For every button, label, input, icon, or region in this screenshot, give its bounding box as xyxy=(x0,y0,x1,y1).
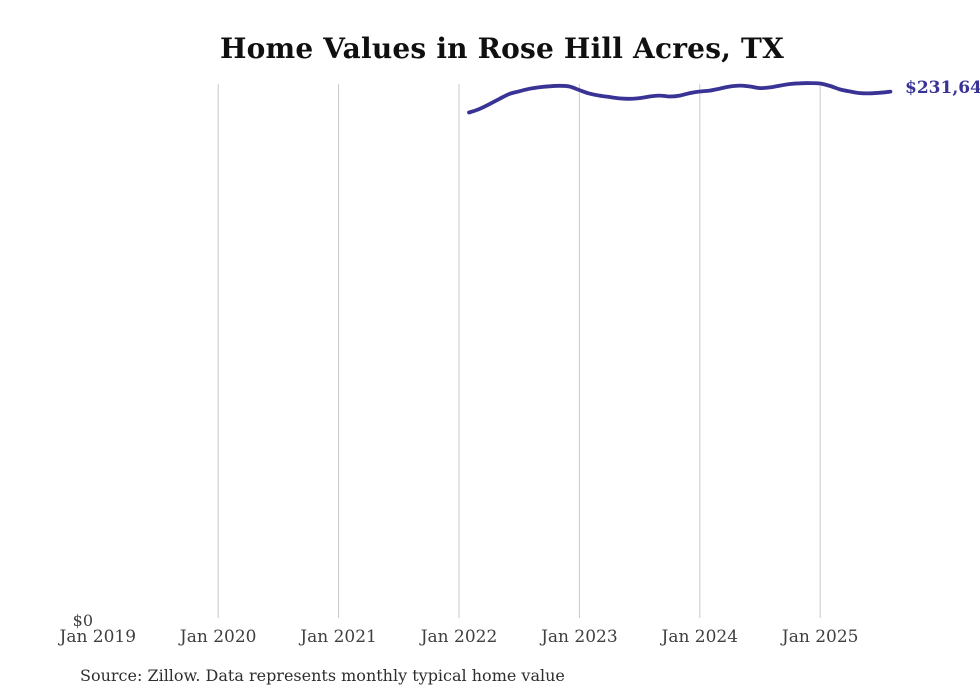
x-axis-tick-label: Jan 2025 xyxy=(780,627,859,647)
x-axis-tick-label: Jan 2020 xyxy=(178,627,257,647)
x-axis-tick-label: Jan 2023 xyxy=(539,627,618,647)
x-axis-tick-label: Jan 2024 xyxy=(660,627,739,647)
home-value-line-series xyxy=(467,81,893,115)
x-axis-tick-label: Jan 2022 xyxy=(419,627,498,647)
x-axis-tick-label: Jan 2019 xyxy=(58,627,137,647)
x-axis-tick-label: Jan 2021 xyxy=(298,627,377,647)
source-note: Source: Zillow. Data represents monthly … xyxy=(80,666,565,685)
y-axis-zero-label: $0 xyxy=(72,611,93,630)
latest-value-label: $231,645 xyxy=(905,78,980,98)
chart-title: Home Values in Rose Hill Acres, TX xyxy=(219,32,785,65)
